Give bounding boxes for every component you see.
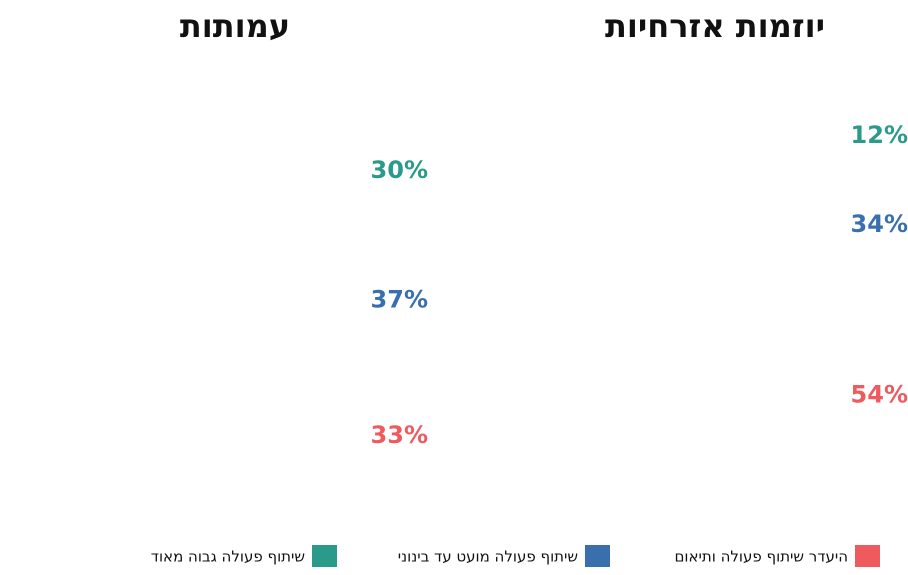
- legend-swatch: [585, 545, 610, 567]
- segment: [490, 291, 860, 500]
- legend-swatch: [312, 545, 337, 567]
- chart: יוזמות אזרחיות 54% 34% 12%: [490, 7, 908, 500]
- icon-outline: [57, 217, 277, 500]
- legend-label: שיתוף פעולה גבוה מאוד: [151, 548, 305, 566]
- legend-label: היעדר שיתוף פעולה ותיאום: [674, 548, 848, 566]
- segment: [490, 113, 860, 159]
- value-label: 34%: [851, 210, 908, 238]
- segment: [10, 113, 380, 229]
- chart: עמותות 33% 37% 30%: [10, 7, 428, 500]
- segment: [10, 372, 380, 500]
- chart-title: יוזמות אזרחיות: [605, 7, 825, 45]
- value-label: 54%: [851, 381, 908, 409]
- value-label: 33%: [371, 421, 428, 449]
- legend-label: שיתוף פעולה מועט עד בינוני: [398, 548, 578, 566]
- icon: [490, 113, 860, 500]
- segment: [490, 159, 860, 291]
- icon-outline: [537, 217, 757, 500]
- value-label: 12%: [851, 121, 908, 149]
- icon: [10, 113, 380, 500]
- segment: [10, 229, 380, 372]
- legend-swatch: [855, 545, 880, 567]
- value-label: 37%: [371, 286, 428, 314]
- chart-title: עמותות: [180, 7, 290, 45]
- value-label: 30%: [371, 156, 428, 184]
